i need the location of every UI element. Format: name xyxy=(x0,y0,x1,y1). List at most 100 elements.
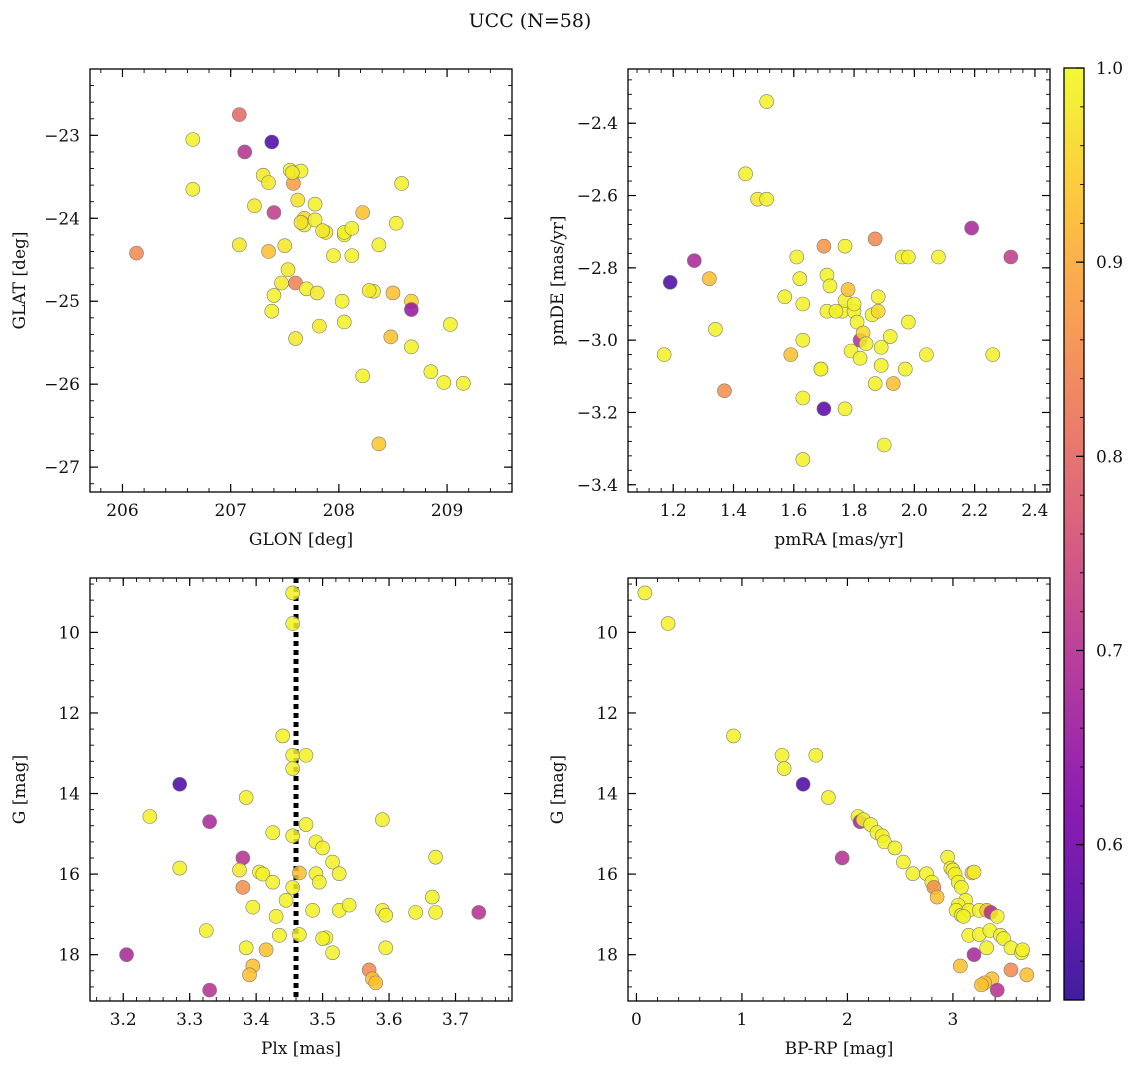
data-point xyxy=(315,840,330,856)
panels: 206 207 208 209 −27 −26 −25 −24 −23 GLON [deg] GLA… xyxy=(10,68,1051,1059)
colorbar-tick-label: 0.9 xyxy=(1096,253,1123,273)
data-point xyxy=(428,849,443,865)
data-point xyxy=(795,332,811,348)
data-point xyxy=(795,452,811,467)
y-tick-label: −27 xyxy=(44,458,80,478)
y-tick-label: 12 xyxy=(596,704,618,724)
data-point xyxy=(265,874,281,890)
data-point xyxy=(172,860,188,876)
data-point xyxy=(285,747,300,763)
data-point xyxy=(776,761,792,776)
data-point xyxy=(774,747,790,763)
data-point xyxy=(288,331,303,346)
data-point xyxy=(423,364,439,380)
data-point xyxy=(185,181,201,197)
data-point xyxy=(237,144,253,160)
x-tick-label: 3 xyxy=(948,1010,959,1030)
data-point xyxy=(717,383,732,399)
data-point xyxy=(953,958,968,974)
data-point xyxy=(876,437,892,453)
x-tick-label: 3.7 xyxy=(442,1010,469,1030)
data-point xyxy=(202,814,217,830)
data-point xyxy=(887,840,903,856)
data-point xyxy=(265,825,281,840)
y-tick-label: 12 xyxy=(58,704,80,724)
data-point xyxy=(662,275,678,290)
data-point xyxy=(424,889,440,905)
data-point xyxy=(278,892,294,908)
data-point xyxy=(816,401,832,417)
data-point xyxy=(1003,249,1019,265)
data-point xyxy=(371,436,387,452)
data-point xyxy=(789,249,805,265)
data-point xyxy=(929,889,945,905)
data-point xyxy=(307,212,323,228)
data-point xyxy=(285,828,300,844)
data-point xyxy=(456,376,471,391)
data-point xyxy=(656,347,672,362)
y-tick-label: 18 xyxy=(596,946,618,966)
data-point xyxy=(258,942,274,958)
data-point xyxy=(375,812,390,828)
x-tick-label: 1.2 xyxy=(660,501,687,521)
data-point xyxy=(247,198,262,214)
data-point xyxy=(293,215,309,230)
data-point xyxy=(436,375,452,390)
colorbar-gradient xyxy=(1064,68,1084,1000)
data-point xyxy=(378,940,394,956)
data-point xyxy=(985,347,1001,362)
data-point xyxy=(966,864,982,880)
data-point xyxy=(272,928,287,943)
data-point xyxy=(334,293,350,309)
x-tick-label: 3.3 xyxy=(176,1010,203,1030)
data-point xyxy=(305,903,320,918)
data-point xyxy=(285,165,300,180)
y-axis-label: pmDE [mas/yr] xyxy=(548,215,568,345)
data-points xyxy=(656,94,1019,467)
data-points xyxy=(637,585,1035,998)
data-point xyxy=(404,339,419,355)
data-point xyxy=(687,253,702,268)
y-tick-label: 14 xyxy=(58,785,80,805)
data-point xyxy=(185,132,201,147)
data-point xyxy=(792,271,808,286)
x-tick-label: 207 xyxy=(214,501,246,521)
data-point xyxy=(378,907,394,923)
y-tick-label: −24 xyxy=(44,209,80,229)
data-point xyxy=(974,977,989,993)
x-tick-label: 2.2 xyxy=(961,501,988,521)
data-point xyxy=(142,809,158,824)
data-point xyxy=(336,314,352,330)
x-tick-label: 1.6 xyxy=(780,501,807,521)
data-point xyxy=(355,368,370,384)
y-tick-label: −26 xyxy=(44,375,80,395)
data-point xyxy=(443,317,458,332)
data-point xyxy=(232,862,247,878)
data-point xyxy=(708,322,723,337)
y-axis-label: G [mag] xyxy=(548,755,568,824)
data-points xyxy=(129,107,471,452)
data-point xyxy=(394,176,409,191)
x-tick-label: 1 xyxy=(737,1010,748,1030)
data-point xyxy=(795,776,811,792)
data-point xyxy=(232,107,247,122)
data-point xyxy=(783,347,799,362)
data-point xyxy=(264,303,280,319)
data-point xyxy=(882,329,898,344)
data-point xyxy=(873,358,889,373)
data-point xyxy=(759,94,774,109)
y-tick-label: −25 xyxy=(44,292,80,312)
data-point xyxy=(275,728,291,744)
data-point xyxy=(852,350,868,366)
x-tick-label: 3.6 xyxy=(376,1010,403,1030)
data-point xyxy=(202,982,217,998)
x-tick-label: 2 xyxy=(842,1010,853,1030)
x-tick-label: 209 xyxy=(431,501,463,521)
data-point xyxy=(172,776,188,792)
data-point xyxy=(274,275,289,291)
data-point xyxy=(471,905,487,920)
data-point xyxy=(261,175,276,190)
data-point xyxy=(1003,962,1019,978)
data-point xyxy=(989,982,1005,998)
data-point xyxy=(795,390,811,406)
